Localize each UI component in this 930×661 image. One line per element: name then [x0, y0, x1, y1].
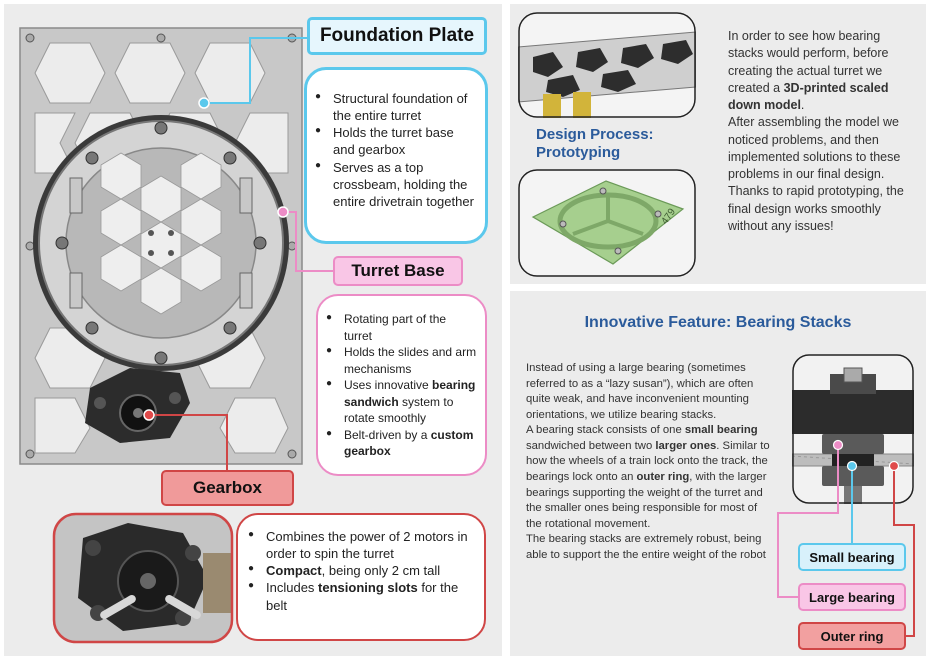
gearbox-label: Gearbox [161, 470, 294, 506]
turret-base-callout: Rotating part of the turret Holds the sl… [316, 294, 487, 476]
turret-bullet: Holds the slides and arm mechanisms [326, 344, 477, 377]
gearbox-callout: Combines the power of 2 motors in order … [236, 513, 486, 641]
prototype-photo-render [518, 12, 696, 118]
gearbox-bullet: Combines the power of 2 motors in order … [248, 528, 474, 562]
turret-bullet: Rotating part of the turret [326, 311, 477, 344]
gearbox-closeup-render [52, 512, 234, 644]
foundation-bullet: Serves as a top crossbeam, holding the e… [315, 159, 475, 210]
gearbox-bullet: Includes tensioning slots for the belt [248, 579, 474, 613]
turret-base-label: Turret Base [333, 256, 463, 286]
bearing-stacks-heading: Innovative Feature: Bearing Stacks [584, 314, 852, 331]
foundation-bullet: Structural foundation of the entire turr… [315, 90, 475, 124]
small-bearing-label: Small bearing [798, 543, 906, 571]
bearing-stacks-text: Instead of using a large bearing (someti… [526, 362, 770, 561]
foundation-bullet: Holds the turret base and gearbox [315, 124, 475, 158]
turret-bullet: Belt-driven by a custom gearbox [326, 427, 477, 460]
large-bearing-label: Large bearing [798, 583, 906, 611]
foundation-plate-label: Foundation Plate [307, 17, 487, 55]
connector-lines-left [143, 37, 333, 470]
foundation-callout: Structural foundation of the entire turr… [304, 67, 488, 244]
prototype-plate-render: 479 [518, 169, 696, 277]
foundation-plate-render [19, 27, 303, 465]
turret-bullet: Uses innovative bearing sandwich system … [326, 377, 477, 427]
gearbox-bullet: Compact, being only 2 cm tall [248, 562, 474, 579]
design-process-heading: Design Process: Prototyping [536, 126, 654, 161]
design-process-text: In order to see how bearing stacks would… [728, 29, 904, 233]
outer-ring-label: Outer ring [798, 622, 906, 650]
